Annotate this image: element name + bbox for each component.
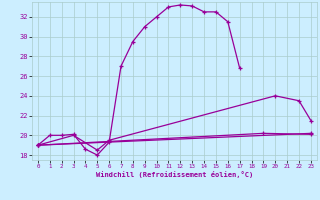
X-axis label: Windchill (Refroidissement éolien,°C): Windchill (Refroidissement éolien,°C) xyxy=(96,171,253,178)
